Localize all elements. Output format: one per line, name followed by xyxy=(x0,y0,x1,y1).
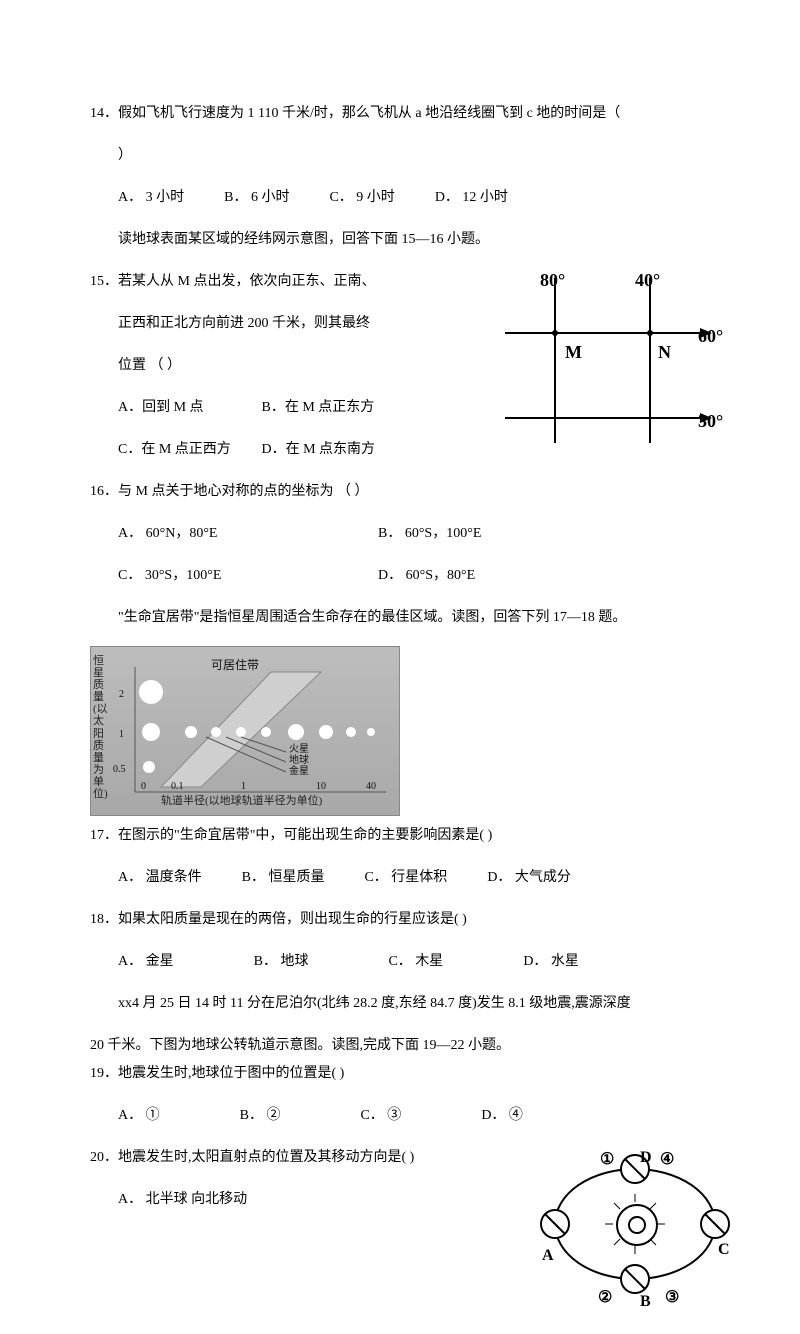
grid-lat-bottom: 30° xyxy=(698,403,723,439)
q19-text: 19．地震发生时,地球位于图中的位置是( ) xyxy=(90,1060,730,1088)
q18-B: B． 地球 xyxy=(254,948,309,976)
grid-lat-top: 60° xyxy=(698,318,723,354)
q18-A: A． 金星 xyxy=(118,948,174,976)
orbit-4: ④ xyxy=(660,1144,674,1176)
chart-ytick-1: 1 xyxy=(119,725,124,745)
q19-D: D． ④ xyxy=(481,1102,523,1130)
q15-A: A．回到 M 点 xyxy=(118,394,258,422)
orbit-2: ② xyxy=(598,1282,612,1314)
sun-icon xyxy=(616,1204,658,1246)
grid-lon-right: 40° xyxy=(635,262,660,298)
q17-B: B． 恒星质量 xyxy=(242,864,325,892)
q16-C: C． 30°S，100°E xyxy=(118,562,378,590)
grid-N: N xyxy=(658,334,671,370)
orbit-diagram: ① D ④ C ③ B ② A xyxy=(540,1144,730,1304)
q14-B: B． 6 小时 xyxy=(224,184,289,212)
q17-C: C． 行星体积 xyxy=(364,864,447,892)
q14-D: D． 12 小时 xyxy=(435,184,508,212)
q16-row2: C． 30°S，100°E D． 60°S，80°E xyxy=(90,562,730,590)
grid-M: M xyxy=(565,334,582,370)
q16-text: 16．与 M 点关于地心对称的点的坐标为 （ ） xyxy=(90,478,730,506)
grid-diagram: 80° 40° 60° 30° M N xyxy=(500,268,730,448)
q19-B: B． ② xyxy=(240,1102,281,1130)
chart-planet-1: 地球 xyxy=(289,756,309,767)
chart-ytick-0: 0.5 xyxy=(113,760,126,780)
orbit-1: ① xyxy=(600,1144,614,1176)
q15-C: C．在 M 点正西方 xyxy=(118,436,258,464)
q14-A: A． 3 小时 xyxy=(118,184,184,212)
chart-planet-2: 金星 xyxy=(289,767,309,778)
chart-xlabel: 轨道半径(以地球轨道半径为单位) xyxy=(161,790,322,812)
q15-choices-row2: C．在 M 点正西方 D．在 M 点东南方 xyxy=(90,436,490,464)
intro-19a: xx4 月 25 日 14 时 11 分在尼泊尔(北纬 28.2 度,东经 84… xyxy=(90,990,730,1018)
orbit-A: A xyxy=(542,1240,554,1272)
q17-D: D． 大气成分 xyxy=(487,864,571,892)
chart-ytick-2: 2 xyxy=(119,685,124,705)
q14-close: ） xyxy=(90,142,730,170)
q17-A: A． 温度条件 xyxy=(118,864,202,892)
q15-l2: 正西和正北方向前进 200 千米，则其最终 xyxy=(90,310,490,338)
q15-choices-row1: A．回到 M 点 B．在 M 点正东方 xyxy=(90,394,490,422)
q18-D: D． 水星 xyxy=(523,948,579,976)
q15-D: D．在 M 点东南方 xyxy=(262,442,376,457)
q19-C: C． ③ xyxy=(360,1102,401,1130)
q14-text: 14．假如飞机飞行速度为 1 110 千米/时，那么飞机从 a 地沿经线圈飞到 … xyxy=(90,100,730,128)
orbit-B: B xyxy=(640,1286,651,1318)
q16-A: A． 60°N，80°E xyxy=(118,520,378,548)
q20-text: 20．地震发生时,太阳直射点的位置及其移动方向是( ) xyxy=(90,1144,532,1172)
orbit-3: ③ xyxy=(665,1282,679,1314)
chart-xtick-4: 40 xyxy=(366,777,376,797)
habitable-zone-chart: 恒星质量(以太阳质量为单位) 可居住带 2 1 0.5 xyxy=(90,646,400,816)
q19-A: A． ① xyxy=(118,1102,160,1130)
q17-text: 17．在图示的"生命宜居带"中，可能出现生命的主要影响因素是( ) xyxy=(90,822,730,850)
grid-lon-left: 80° xyxy=(540,262,565,298)
orbit-C: C xyxy=(718,1234,730,1266)
q18-choices: A． 金星 B． 地球 C． 木星 D． 水星 xyxy=(90,948,730,976)
q14-choices: A． 3 小时 B． 6 小时 C． 9 小时 D． 12 小时 xyxy=(90,184,730,212)
q14-C: C． 9 小时 xyxy=(329,184,394,212)
q15-l3: 位置 （ ） xyxy=(90,352,490,380)
q17-choices: A． 温度条件 B． 恒星质量 C． 行星体积 D． 大气成分 xyxy=(90,864,730,892)
q15-B: B．在 M 点正东方 xyxy=(262,400,375,415)
q16-B: B． 60°S，100°E xyxy=(378,520,481,548)
q18-C: C． 木星 xyxy=(388,948,443,976)
q20-A: A． 北半球 向北移动 xyxy=(90,1186,532,1214)
chart-xtick-0: 0 xyxy=(141,777,146,797)
q19-choices: A． ① B． ② C． ③ D． ④ xyxy=(90,1102,730,1130)
q15-l1: 15．若某人从 M 点出发，依次向正东、正南、 xyxy=(90,268,490,296)
q16-row1: A． 60°N，80°E B． 60°S，100°E xyxy=(90,520,730,548)
q16-D: D． 60°S，80°E xyxy=(378,562,475,590)
q18-text: 18．如果太阳质量是现在的两倍，则出现生命的行星应该是( ) xyxy=(90,906,730,934)
intro-17-18: "生命宜居带"是指恒星周围适合生命存在的最佳区域。读图，回答下列 17—18 题… xyxy=(90,604,730,632)
intro-15-16: 读地球表面某区域的经纬网示意图，回答下面 15—16 小题。 xyxy=(90,226,730,254)
intro-19b: 20 千米。下图为地球公转轨道示意图。读图,完成下面 19—22 小题。 xyxy=(90,1032,730,1060)
orbit-D: D xyxy=(640,1142,652,1174)
chart-planet-0: 火星 xyxy=(289,745,309,756)
